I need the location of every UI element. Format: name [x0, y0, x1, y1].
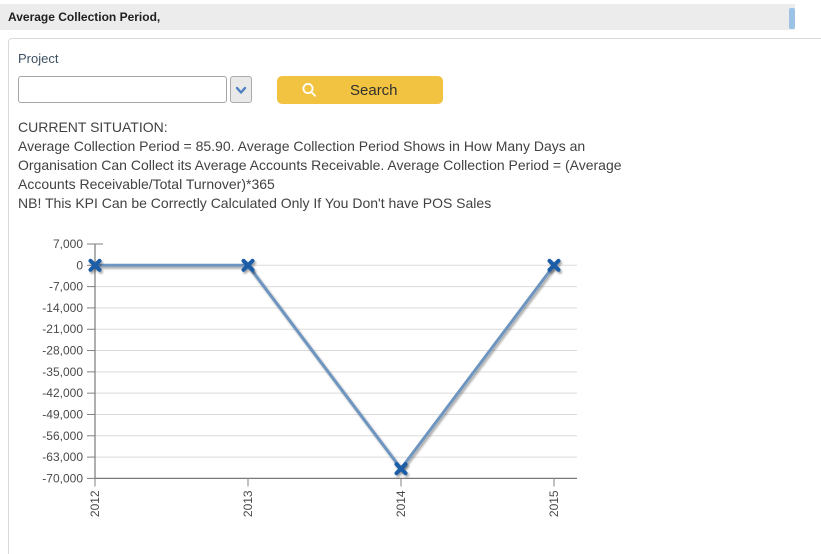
page-title: Average Collection Period, — [8, 10, 161, 24]
svg-text:2012: 2012 — [88, 490, 102, 517]
svg-text:7,000: 7,000 — [53, 237, 83, 251]
svg-text:-28,000: -28,000 — [42, 344, 83, 358]
titlebar: Average Collection Period, — [0, 4, 795, 30]
search-icon — [302, 82, 316, 97]
search-button[interactable]: Search — [277, 76, 443, 104]
svg-text:0: 0 — [76, 258, 83, 272]
svg-text:-70,000: -70,000 — [42, 471, 83, 485]
svg-text:2013: 2013 — [241, 490, 255, 517]
content-panel — [8, 38, 821, 554]
scrollbar-thumb[interactable] — [789, 8, 795, 29]
situation-line: Average Collection Period = 85.90. Avera… — [18, 138, 586, 154]
search-button-label: Search — [350, 81, 398, 99]
situation-line: Accounts Receivable/Total Turnover)*365 — [18, 176, 275, 192]
situation-line: Organisation Can Collect its Average Acc… — [18, 157, 622, 173]
svg-text:2014: 2014 — [394, 490, 408, 517]
svg-text:-63,000: -63,000 — [42, 450, 83, 464]
svg-text:-56,000: -56,000 — [42, 429, 83, 443]
project-input[interactable] — [18, 76, 227, 103]
chart-area: 7,000 0 -7,000 -14,000 -21,000 -28,000 -35,000… — [0, 228, 821, 554]
situation-line: NB! This KPI Can be Correctly Calculated… — [18, 195, 492, 211]
current-situation-text: CURRENT SITUATION: Average Collection Pe… — [18, 118, 622, 213]
svg-text:-42,000: -42,000 — [42, 386, 83, 400]
project-dropdown-button[interactable] — [230, 76, 252, 103]
svg-text:-35,000: -35,000 — [42, 365, 83, 379]
project-select[interactable] — [18, 76, 252, 103]
svg-text:-14,000: -14,000 — [42, 301, 83, 315]
situation-heading: CURRENT SITUATION: — [18, 119, 168, 135]
svg-text:-21,000: -21,000 — [42, 322, 83, 336]
project-label: Project — [18, 51, 59, 66]
chevron-down-icon — [235, 86, 247, 94]
svg-text:-7,000: -7,000 — [49, 280, 83, 294]
svg-text:-49,000: -49,000 — [42, 407, 83, 421]
kpi-line-chart: 7,000 0 -7,000 -14,000 -21,000 -28,000 -35,000… — [42, 237, 577, 517]
svg-text:2015: 2015 — [547, 490, 561, 517]
